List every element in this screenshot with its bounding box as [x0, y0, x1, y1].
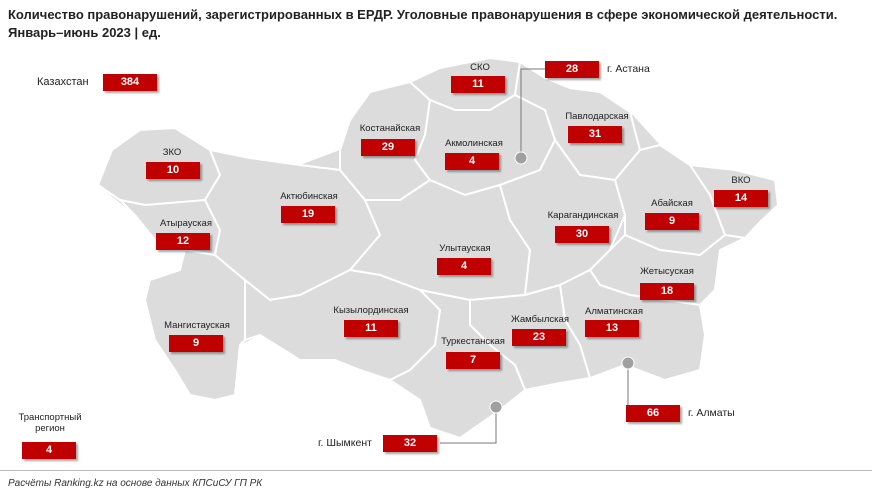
region-zhambyl-value: 23 — [512, 329, 566, 346]
region-akmola-value: 4 — [445, 153, 499, 170]
region-ulytau-name: Улытауская — [439, 243, 491, 254]
region-turkestan-value: 7 — [446, 352, 500, 369]
region-akmola-name: Акмолинская — [445, 138, 503, 149]
astana-marker — [514, 68, 545, 165]
region-karaganda-name: Карагандинская — [547, 210, 619, 221]
shymkent-marker — [440, 400, 503, 444]
region-atyrau-value: 12 — [156, 233, 210, 250]
region-mangistau-name: Мангистауская — [164, 320, 230, 331]
region-sko-value: 11 — [451, 76, 505, 93]
transport-label-line2: регион — [35, 423, 65, 434]
kazakhstan-label: Казахстан — [37, 76, 89, 88]
region-zhetysu-name: Жетысуская — [640, 266, 694, 277]
region-abay-value: 9 — [645, 213, 699, 230]
region-kostanay-name: Костанайская — [359, 123, 421, 134]
region-zko-value: 10 — [146, 162, 200, 179]
region-zhetysu-value: 18 — [640, 283, 694, 300]
city-almaty-name: г. Алматы — [688, 407, 735, 419]
region-almaty-obl-value: 13 — [585, 320, 639, 337]
region-kyzylorda-name: Кызылординская — [333, 305, 409, 316]
transport-value: 4 — [22, 442, 76, 459]
region-mangistau-shape — [143, 248, 246, 402]
region-pavlodar-name: Павлодарская — [565, 111, 629, 122]
region-ulytau-value: 4 — [437, 258, 491, 275]
region-kyzylorda-value: 11 — [344, 320, 398, 337]
region-mangistau-value: 9 — [169, 335, 223, 352]
footer-divider — [0, 470, 872, 471]
city-shymkent-value: 32 — [383, 435, 437, 452]
city-almaty-value: 66 — [626, 405, 680, 422]
region-aktobe-name: Актюбинская — [280, 191, 338, 202]
almaty-marker — [621, 356, 635, 413]
region-karaganda-value: 30 — [555, 226, 609, 243]
city-astana-value: 28 — [545, 61, 599, 78]
city-astana-name: г. Астана — [607, 63, 650, 75]
region-abay-name: Абайская — [651, 198, 693, 209]
region-almaty-obl-name: Алматинская — [585, 306, 643, 317]
region-zko-name: ЗКО — [162, 147, 182, 158]
city-shymkent-name: г. Шымкент — [318, 437, 372, 449]
transport-label-line1: Транспортный — [18, 412, 82, 423]
source-footnote: Расчёты Ranking.kz на основе данных КПСи… — [8, 478, 263, 489]
kazakhstan-value: 384 — [103, 74, 157, 91]
region-vko-name: ВКО — [731, 175, 751, 186]
region-pavlodar-value: 31 — [568, 126, 622, 143]
region-turkestan-name: Туркестанская — [441, 336, 505, 347]
transport-label: Транспортный регион — [17, 412, 83, 434]
region-vko-value: 14 — [714, 190, 768, 207]
region-kostanay-value: 29 — [361, 139, 415, 156]
chart-title: Количество правонарушений, зарегистриров… — [8, 6, 858, 42]
region-aktobe-value: 19 — [281, 206, 335, 223]
region-atyrau-name: Атырауская — [160, 218, 212, 229]
region-zhambyl-name: Жамбылская — [511, 314, 569, 325]
region-sko-name: СКО — [470, 62, 490, 73]
title-line-2: Январь–июнь 2023 | ед. — [8, 25, 161, 40]
title-line-1: Количество правонарушений, зарегистриров… — [8, 7, 838, 22]
